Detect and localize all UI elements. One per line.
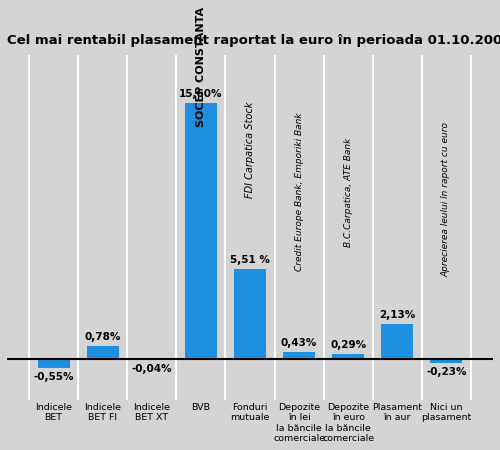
Text: Credit Europe Bank, Emporiki Bank: Credit Europe Bank, Emporiki Bank <box>294 112 304 271</box>
Text: -0,55%: -0,55% <box>34 372 74 382</box>
Text: 2,13%: 2,13% <box>379 310 416 320</box>
Text: 0,29%: 0,29% <box>330 340 366 350</box>
Bar <box>283 352 315 359</box>
Bar <box>86 346 118 359</box>
Bar <box>332 354 364 359</box>
Text: B.C.Carpatica, ATE Bank: B.C.Carpatica, ATE Bank <box>344 138 352 247</box>
Text: Aprecierea leului în raport cu euro: Aprecierea leului în raport cu euro <box>442 122 451 277</box>
Bar <box>185 103 217 359</box>
Bar <box>136 359 168 360</box>
Text: 5,51 %: 5,51 % <box>230 255 270 265</box>
Bar <box>234 269 266 359</box>
Text: 0,78%: 0,78% <box>84 332 121 342</box>
Text: -0,04%: -0,04% <box>132 364 172 374</box>
Text: -0,23%: -0,23% <box>426 367 467 377</box>
Bar <box>430 359 462 363</box>
Text: FDI Carpatica Stock: FDI Carpatica Stock <box>245 102 255 198</box>
Text: 15,60%: 15,60% <box>179 89 222 99</box>
Bar <box>38 359 70 368</box>
Text: Cel mai rentabil plasament raportat la euro în perioada 01.10.2009 - 01.11.2010: Cel mai rentabil plasament raportat la e… <box>7 34 500 47</box>
Text: SOCEP CONSTANTA: SOCEP CONSTANTA <box>196 7 206 127</box>
Text: 0,43%: 0,43% <box>281 338 318 348</box>
Bar <box>382 324 414 359</box>
